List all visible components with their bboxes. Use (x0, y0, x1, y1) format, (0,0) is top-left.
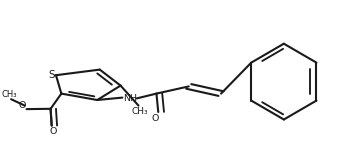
Text: CH₃: CH₃ (1, 90, 17, 99)
Text: O: O (152, 114, 159, 123)
Text: O: O (18, 101, 26, 110)
Text: O: O (50, 128, 57, 136)
Text: CH₃: CH₃ (132, 108, 149, 116)
Text: S: S (48, 70, 55, 80)
Text: NH: NH (123, 94, 137, 103)
